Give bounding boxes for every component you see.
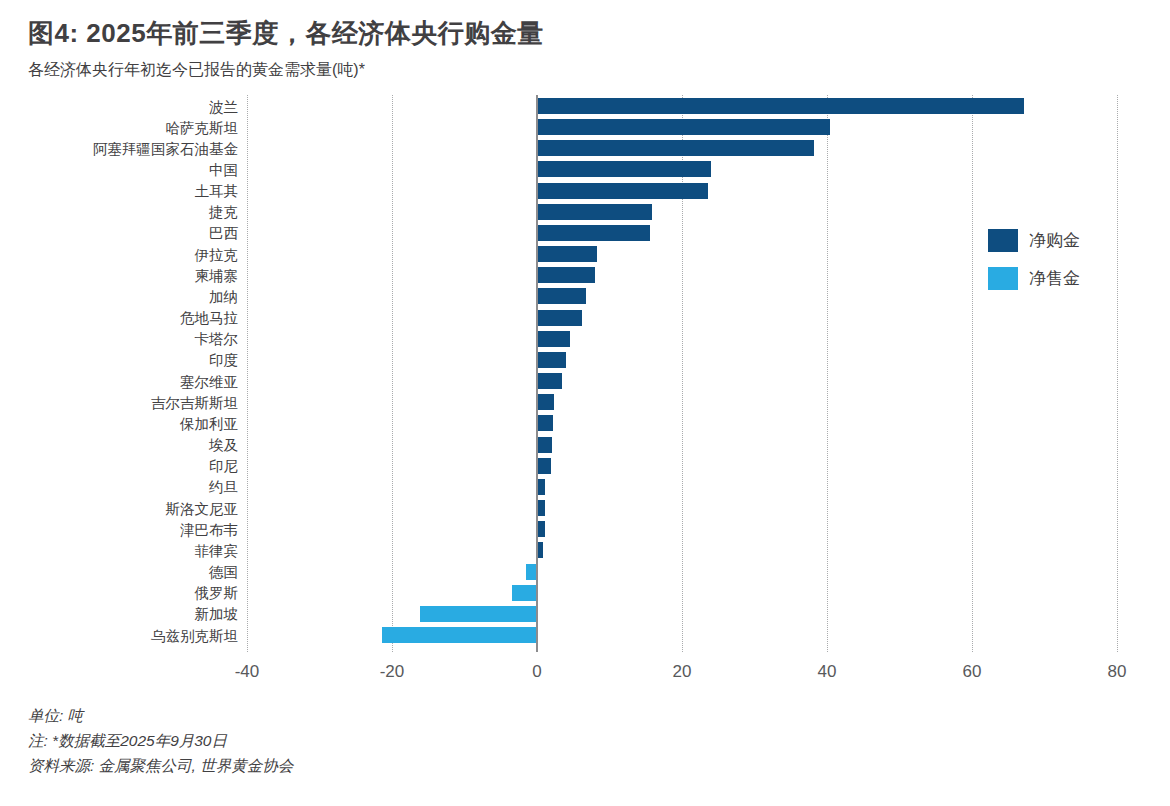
category-label: 约旦 <box>20 478 238 497</box>
chart-bar <box>538 352 566 368</box>
chart-bar <box>538 183 708 199</box>
category-label: 伊拉克 <box>20 246 238 265</box>
x-axis-tick-label: 40 <box>818 662 837 682</box>
footnote-unit: 单位: 吨 <box>28 703 293 728</box>
chart-bar <box>538 246 597 262</box>
category-label: 中国 <box>20 161 238 180</box>
chart-bar <box>538 415 553 431</box>
x-axis-tick-label: 60 <box>963 662 982 682</box>
legend-label-net-purchases: 净购金 <box>1029 229 1080 252</box>
category-label: 乌兹别克斯坦 <box>20 627 238 646</box>
category-label: 印尼 <box>20 457 238 476</box>
legend-swatch-net-purchases <box>988 229 1018 252</box>
footnote-source: 资料来源: 金属聚焦公司, 世界黄金协会 <box>28 753 293 778</box>
chart-bar <box>538 267 595 283</box>
category-label: 哈萨克斯坦 <box>20 119 238 138</box>
category-label: 危地马拉 <box>20 309 238 328</box>
chart-bar <box>538 310 582 326</box>
chart-bar <box>538 204 652 220</box>
category-label: 阿塞拜疆国家石油基金 <box>20 140 238 159</box>
chart-bar <box>538 161 711 177</box>
chart-bar <box>538 437 552 453</box>
chart-page: 图4: 2025年前三季度，各经济体央行购金量 各经济体央行年初迄今已报告的黄金… <box>0 0 1170 806</box>
category-label: 波兰 <box>20 98 238 117</box>
chart-bar <box>538 521 545 537</box>
category-label: 捷克 <box>20 203 238 222</box>
chart-bar <box>538 331 570 347</box>
category-label: 新加坡 <box>20 605 238 624</box>
chart-bar <box>538 373 562 389</box>
category-label: 津巴布韦 <box>20 521 238 540</box>
chart-bar <box>538 140 814 156</box>
chart-bar <box>538 98 1024 114</box>
x-axis-tick-label: -20 <box>380 662 405 682</box>
category-label: 菲律宾 <box>20 542 238 561</box>
x-axis-tick-label: 0 <box>532 662 541 682</box>
gridline-60 <box>972 95 973 652</box>
category-label: 土耳其 <box>20 182 238 201</box>
category-label: 印度 <box>20 351 238 370</box>
legend-item-net-sales: 净售金 <box>988 267 1080 290</box>
category-label: 埃及 <box>20 436 238 455</box>
category-label: 柬埔寨 <box>20 267 238 286</box>
category-label: 卡塔尔 <box>20 330 238 349</box>
chart-bar <box>538 479 545 495</box>
gridline--20 <box>392 95 393 652</box>
chart-bar <box>526 564 536 580</box>
gridline-20 <box>682 95 683 652</box>
chart-bar <box>538 288 586 304</box>
chart-bar <box>538 542 543 558</box>
category-label: 加纳 <box>20 288 238 307</box>
chart-legend: 净购金净售金 <box>988 229 1080 305</box>
category-label: 巴西 <box>20 224 238 243</box>
x-axis-tick-label: 80 <box>1108 662 1127 682</box>
category-label: 吉尔吉斯斯坦 <box>20 394 238 413</box>
footnote-data-cutoff: 注: *数据截至2025年9月30日 <box>28 728 293 753</box>
bar-chart-plot-area: -40 -20 0 20 40 60 80 波兰哈萨克斯坦阿塞拜疆国家石油基金中国土耳其捷克巴… <box>0 0 1170 806</box>
chart-bar <box>512 585 536 601</box>
category-label: 保加利亚 <box>20 415 238 434</box>
category-label: 俄罗斯 <box>20 584 238 603</box>
chart-bar <box>382 627 536 643</box>
chart-footnotes: 单位: 吨 注: *数据截至2025年9月30日 资料来源: 金属聚焦公司, 世… <box>28 703 293 778</box>
legend-item-net-purchases: 净购金 <box>988 229 1080 252</box>
chart-bar <box>538 119 830 135</box>
x-axis-tick-label: -40 <box>235 662 260 682</box>
chart-bar <box>538 394 554 410</box>
category-label: 斯洛文尼亚 <box>20 500 238 519</box>
category-label: 塞尔维亚 <box>20 373 238 392</box>
category-label: 德国 <box>20 563 238 582</box>
gridline-40 <box>827 95 828 652</box>
legend-swatch-net-sales <box>988 267 1018 290</box>
chart-bar <box>538 225 650 241</box>
gridline-80 <box>1117 95 1118 652</box>
chart-bar <box>538 458 551 474</box>
legend-label-net-sales: 净售金 <box>1029 267 1080 290</box>
x-axis-tick-label: 20 <box>673 662 692 682</box>
chart-bar <box>538 500 545 516</box>
gridline--40 <box>247 95 248 652</box>
chart-bar <box>420 606 536 622</box>
